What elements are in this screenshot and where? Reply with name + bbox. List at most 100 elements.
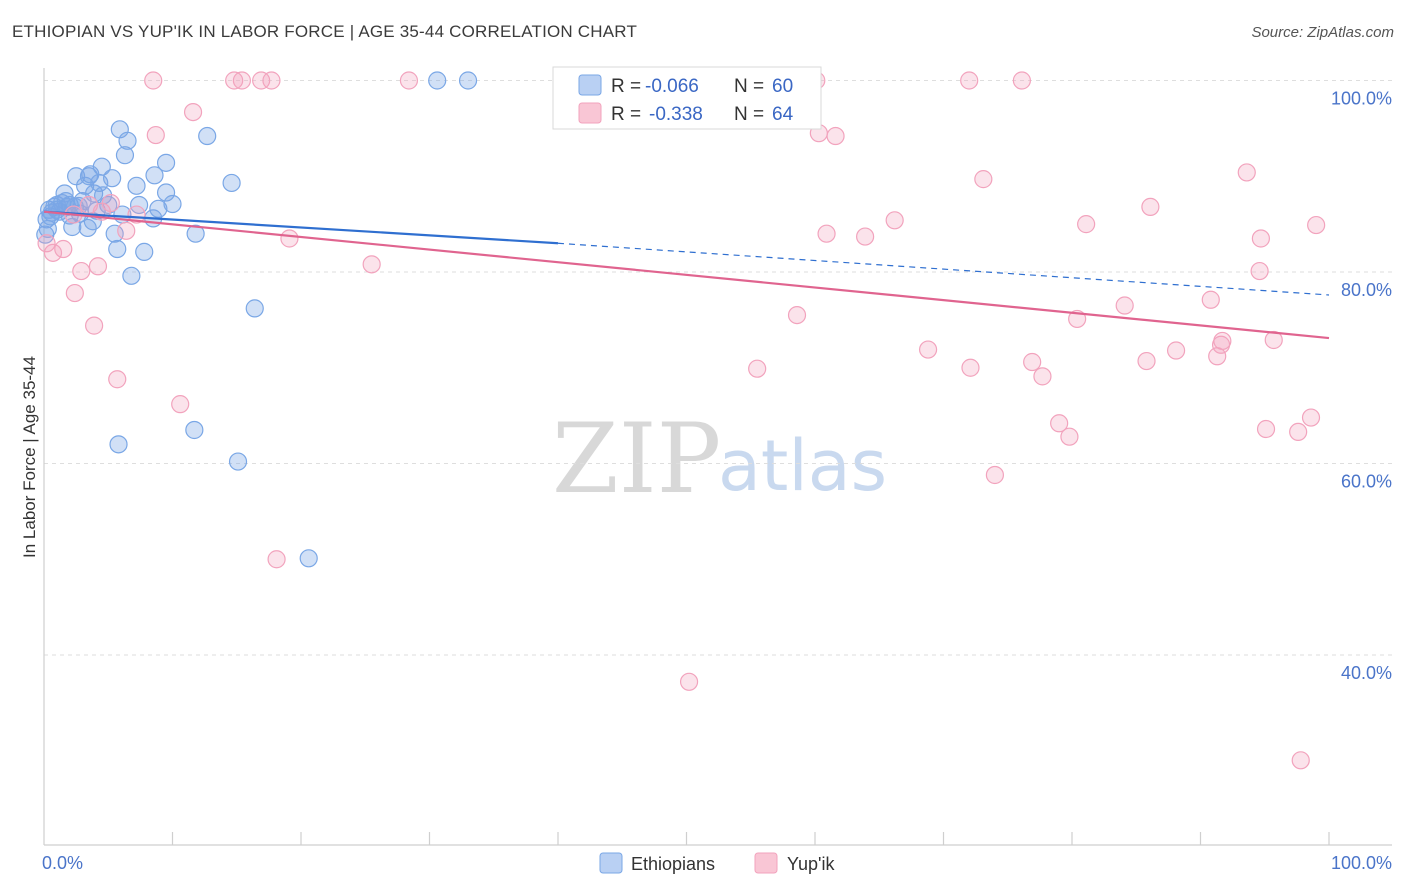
yupik-point-46	[1077, 215, 1096, 234]
legend-n-label-yupik: N =	[734, 104, 764, 125]
ethiopians-point-51	[109, 435, 128, 454]
yupik-point-38	[974, 170, 993, 189]
y-tick-labels: 40.0% 60.0% 80.0% 100.0%	[1331, 89, 1392, 684]
yupik-point-10	[101, 193, 120, 213]
yupik-point-26	[679, 672, 699, 691]
yupik-point-36	[960, 71, 979, 90]
yupik-point-1	[43, 243, 63, 262]
chart-title: ETHIOPIAN VS YUP'IK IN LABOR FORCE | AGE…	[12, 22, 638, 41]
ethiopians-point-42	[145, 166, 164, 185]
ethiopians-point-45	[156, 183, 176, 202]
yupik-point-48	[1137, 351, 1156, 371]
yupik-point-57	[1256, 419, 1276, 439]
bottom-legend-yupik: Yup'ik	[787, 854, 835, 874]
yupik-point-50	[1166, 341, 1186, 360]
ethiopians-point-27	[92, 157, 111, 176]
yupik-point-63	[1213, 331, 1232, 351]
yupik-point-4	[65, 283, 84, 303]
x-tick-label-100: 100.0%	[1331, 853, 1392, 873]
legend-n-label-ethiopians: N =	[734, 76, 764, 97]
yupik-point-5	[72, 261, 91, 281]
yupik-point-19	[232, 71, 251, 90]
ethiopians-point-24	[85, 184, 104, 203]
yupik-point-21	[262, 71, 281, 90]
yupik-point-22	[267, 550, 286, 569]
yupik-point-28	[787, 305, 807, 325]
yupik-point-27	[748, 359, 767, 378]
yupik-point-8	[88, 257, 108, 276]
ethiopians-point-47	[186, 224, 205, 243]
legend-r-label-yupik: R =	[611, 104, 641, 125]
yupik-point-31	[817, 224, 836, 243]
legend-swatch-ethiopians	[578, 74, 602, 96]
yupik-point-34	[885, 211, 904, 230]
yupik-point-42	[1033, 367, 1052, 386]
legend-swatch-yupik	[578, 102, 602, 124]
yupik-point-13	[127, 205, 146, 224]
ethiopians-point-29	[99, 195, 118, 215]
bottom-legend-swatch-ethiopians	[599, 852, 623, 874]
ethiopians-point-38	[127, 176, 146, 195]
chart-source: Source: ZipAtlas.com	[1251, 24, 1394, 41]
trend-line-yupik	[43, 210, 1330, 340]
legend-r-value-yupik: -0.338	[649, 104, 703, 125]
yupik-point-23	[280, 229, 299, 248]
yupik-point-16	[171, 395, 190, 414]
yupik-point-60	[1291, 751, 1310, 770]
legend-n-value-yupik: 64	[772, 104, 794, 125]
x-ticks	[171, 832, 1330, 845]
ethiopians-point-37	[122, 266, 141, 285]
ethiopians-point-46	[163, 194, 182, 214]
yupik-point-58	[1264, 330, 1283, 350]
trend-line-ethiopians-extrapolated	[557, 242, 1330, 296]
y-tick-label-40: 40.0%	[1341, 663, 1392, 683]
y-tick-label-60: 60.0%	[1341, 472, 1392, 492]
watermark-zip: ZIP	[552, 403, 721, 515]
ethiopians-point-50	[245, 299, 264, 318]
yupik-point-51	[1201, 290, 1220, 309]
yupik-point-40	[1012, 71, 1031, 90]
yupik-point-12	[117, 221, 136, 240]
yupik-point-44	[1060, 427, 1079, 446]
yupik-point-54	[1237, 163, 1256, 182]
yupik-point-25	[399, 71, 419, 90]
ethiopians-point-36	[118, 131, 137, 150]
yupik-point-24	[362, 255, 381, 274]
ethiopians-point-32	[108, 239, 127, 259]
gridlines	[44, 80, 1392, 656]
ethiopians-point-48	[198, 126, 217, 146]
yupik-point-56	[1251, 229, 1270, 248]
ethiopians-point-9	[55, 184, 74, 203]
y-tick-label-80: 80.0%	[1341, 280, 1392, 300]
yupik-point-2	[54, 239, 73, 259]
yupik-point-62	[1307, 215, 1326, 235]
ethiopians-point-44	[156, 153, 176, 172]
yupik-point-20	[252, 71, 271, 90]
yupik-point-11	[108, 370, 127, 389]
ethiopians-point-52	[185, 420, 204, 440]
yupik-point-33	[856, 227, 875, 246]
ethiopians-point-53	[228, 452, 248, 471]
bottom-legend-ethiopians: Ethiopians	[631, 854, 715, 874]
ethiopians-point-56	[458, 71, 478, 90]
yupik-point-32	[826, 126, 845, 146]
yupik-point-35	[918, 340, 938, 359]
watermark-atlas: atlas	[718, 425, 887, 507]
trend-line-ethiopians	[43, 210, 559, 245]
yupik-point-59	[1289, 422, 1308, 442]
bottom-legend: Ethiopians Yup'ik	[599, 852, 835, 874]
ethiopians-point-43	[149, 199, 168, 218]
legend-n-value-ethiopians: 60	[772, 76, 793, 97]
series-ethiopians-points	[36, 71, 478, 568]
yupik-point-61	[1301, 408, 1321, 427]
yupik-point-39	[985, 465, 1005, 485]
ethiopians-point-30	[103, 169, 122, 188]
ethiopians-point-49	[222, 173, 241, 193]
legend-r-label-ethiopians: R =	[611, 76, 641, 97]
ethiopians-point-35	[115, 146, 135, 165]
yupik-point-0	[37, 234, 56, 253]
y-axis-label: In Labor Force | Age 35-44	[20, 356, 39, 558]
ethiopians-point-54	[299, 549, 318, 568]
yupik-point-41	[1023, 352, 1042, 372]
trend-lines	[43, 210, 1330, 340]
